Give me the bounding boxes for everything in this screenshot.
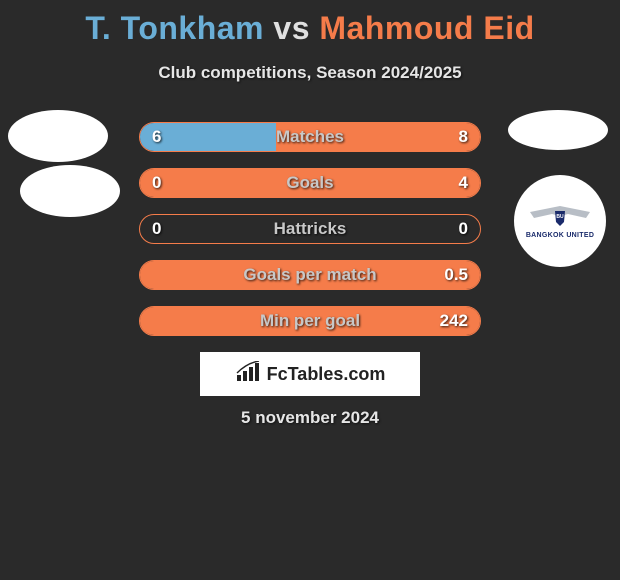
stats-bar-chart: Matches68Goals04Hattricks00Goals per mat… [139, 122, 481, 352]
stat-value-player1: 0 [152, 169, 161, 197]
stat-value-player1: 6 [152, 123, 161, 151]
stat-row: Goals per match0.5 [139, 260, 481, 290]
stat-value-player2: 0 [459, 215, 468, 243]
player1-avatar-placeholder [8, 110, 108, 162]
stat-label: Goals [140, 169, 480, 197]
chart-bars-icon [235, 361, 261, 388]
stat-label: Min per goal [140, 307, 480, 335]
club-wings-icon: BU [524, 204, 596, 230]
player1-club-placeholder [20, 165, 120, 217]
title-player1: T. Tonkham [85, 10, 264, 46]
stat-value-player2: 4 [459, 169, 468, 197]
stat-label: Matches [140, 123, 480, 151]
brand-banner: FcTables.com [200, 352, 420, 396]
stat-value-player1: 0 [152, 215, 161, 243]
stat-row: Goals0 4 [139, 168, 481, 198]
page-title: T. Tonkham vs Mahmoud Eid [0, 0, 620, 47]
stat-value-player2: 242 [440, 307, 468, 335]
stat-row: Matches6 8 [139, 122, 481, 152]
title-separator: vs [273, 10, 310, 46]
subtitle: Club competitions, Season 2024/2025 [0, 63, 620, 83]
stat-value-player2: 8 [459, 123, 468, 151]
brand-text: FcTables.com [267, 364, 386, 385]
club-badge-text: BANGKOK UNITED [526, 232, 594, 239]
svg-text:BU: BU [556, 214, 564, 220]
stat-value-player2: 0.5 [444, 261, 468, 289]
stat-label: Goals per match [140, 261, 480, 289]
player2-avatar-placeholder [508, 110, 608, 150]
player2-club-badge: BU BANGKOK UNITED [514, 175, 606, 267]
title-player2: Mahmoud Eid [319, 10, 534, 46]
stat-row: Min per goal242 [139, 306, 481, 336]
footer-date: 5 november 2024 [0, 408, 620, 428]
stat-label: Hattricks [140, 215, 480, 243]
stat-row: Hattricks0 0 [139, 214, 481, 244]
